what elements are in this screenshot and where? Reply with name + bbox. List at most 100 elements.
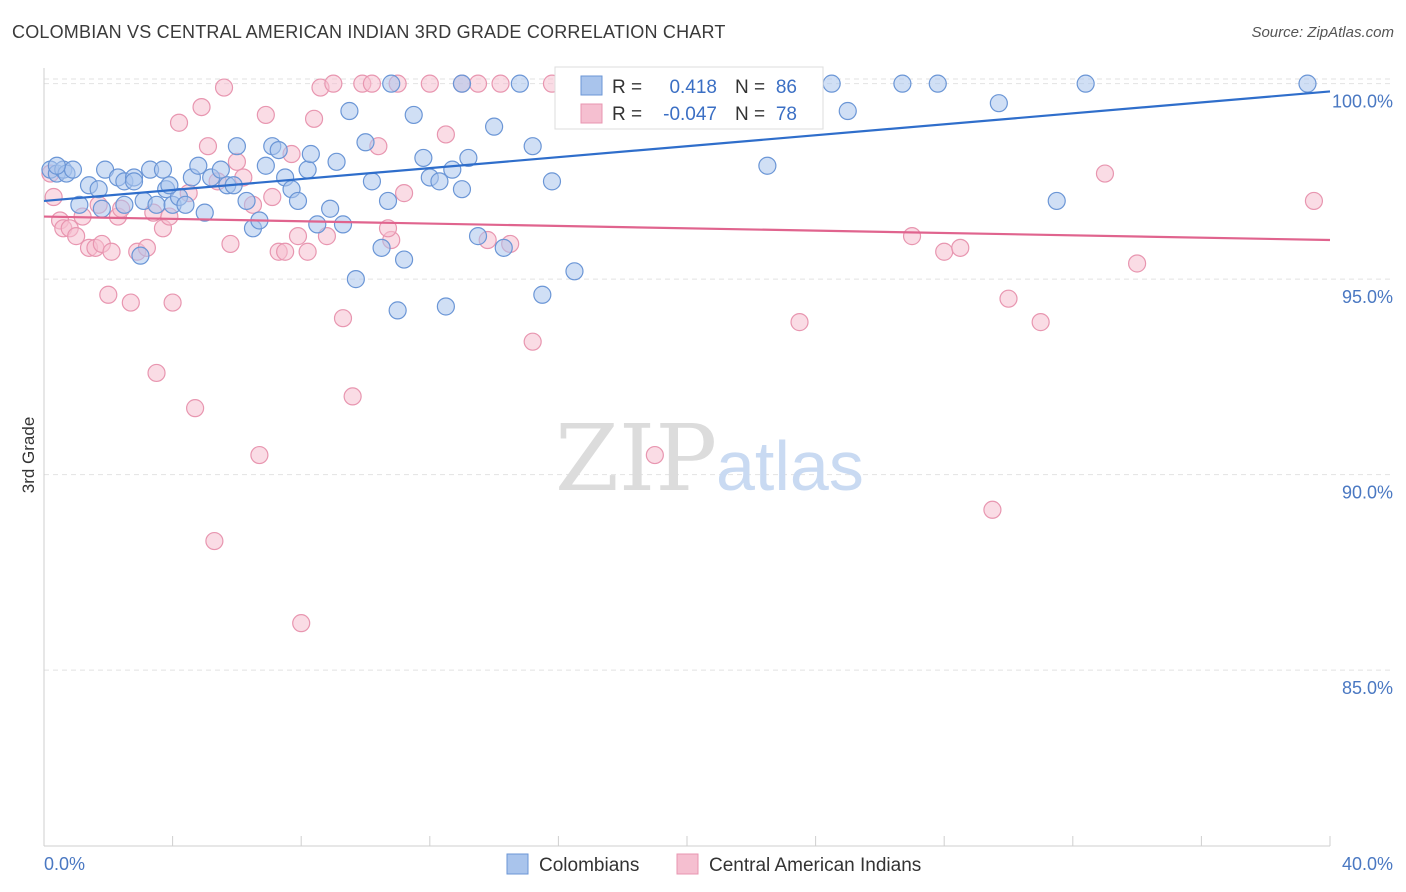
point-colombians-49 bbox=[362, 172, 382, 191]
y-axis-label: 3rd Grade bbox=[19, 417, 38, 494]
correlation-legend: R = 0.418 N = 86 R = -0.047 N = 78 bbox=[554, 66, 824, 130]
point-colombians-63 bbox=[485, 117, 504, 136]
point-central-american-indians-64 bbox=[645, 445, 664, 465]
point-colombians-25 bbox=[195, 203, 214, 222]
point-colombians-4 bbox=[63, 160, 83, 179]
legend-n-value-1: 86 bbox=[776, 77, 797, 98]
point-colombians-45 bbox=[333, 215, 353, 234]
point-central-american-indians-69 bbox=[983, 500, 1002, 519]
axes bbox=[43, 68, 1331, 847]
trend-line-colombians bbox=[43, 90, 1331, 203]
point-central-american-indians-39 bbox=[288, 227, 308, 246]
point-central-american-indians-30 bbox=[227, 152, 246, 171]
point-colombians-52 bbox=[388, 301, 407, 320]
legend-swatch-pink bbox=[580, 103, 603, 124]
point-central-american-indians-28 bbox=[214, 78, 234, 97]
point-colombians-50 bbox=[372, 238, 391, 257]
watermark-zip: ZIP bbox=[555, 405, 717, 512]
y-tick-label-1: 90.0% bbox=[1342, 483, 1393, 503]
point-central-american-indians-25 bbox=[192, 97, 211, 117]
point-central-american-indians-76 bbox=[378, 219, 398, 238]
point-central-american-indians-75 bbox=[205, 531, 224, 551]
point-colombians-22 bbox=[176, 195, 195, 214]
series-legend-label-colombians: Colombians bbox=[539, 855, 639, 876]
point-central-american-indians-21 bbox=[163, 293, 182, 312]
trend-line-central-american-indians bbox=[43, 215, 1331, 242]
point-colombians-7 bbox=[89, 180, 108, 199]
point-central-american-indians-54 bbox=[420, 74, 439, 93]
point-central-american-indians-70 bbox=[999, 289, 1018, 308]
x-tick-label-min: 0.0% bbox=[44, 854, 85, 874]
y-tick-label-0: 85.0% bbox=[1342, 678, 1393, 698]
point-colombians-65 bbox=[510, 74, 529, 93]
source-label: Source: ZipAtlas.com bbox=[1251, 24, 1394, 41]
series-central-american-indians bbox=[41, 74, 1324, 633]
point-central-american-indians-41 bbox=[298, 242, 317, 261]
point-central-american-indians-44 bbox=[317, 227, 337, 246]
point-colombians-5 bbox=[70, 195, 89, 214]
point-colombians-74 bbox=[758, 156, 777, 175]
point-central-american-indians-59 bbox=[491, 74, 510, 93]
point-colombians-79 bbox=[989, 94, 1008, 113]
legend-r-label-1: R = bbox=[612, 77, 642, 98]
point-colombians-36 bbox=[269, 141, 288, 160]
point-colombians-60 bbox=[452, 180, 472, 199]
point-colombians-75 bbox=[822, 74, 841, 93]
point-colombians-77 bbox=[893, 74, 912, 93]
point-colombians-34 bbox=[256, 156, 275, 175]
point-central-american-indians-18 bbox=[147, 363, 166, 383]
trend-lines bbox=[43, 90, 1331, 242]
point-central-american-indians-40 bbox=[292, 614, 311, 633]
point-colombians-48 bbox=[356, 133, 375, 152]
point-central-american-indians-73 bbox=[1127, 254, 1147, 273]
point-colombians-66 bbox=[523, 137, 542, 156]
legend-n-label-2: N = bbox=[735, 104, 765, 125]
point-colombians-64 bbox=[494, 238, 513, 257]
legend-n-label-1: N = bbox=[735, 77, 765, 98]
point-central-american-indians-72 bbox=[1095, 164, 1115, 183]
point-central-american-indians-35 bbox=[263, 187, 282, 207]
point-central-american-indians-66 bbox=[902, 227, 922, 246]
point-central-american-indians-1 bbox=[44, 187, 63, 207]
point-central-american-indians-61 bbox=[523, 332, 542, 351]
point-central-american-indians-77 bbox=[102, 242, 121, 261]
legend-swatch-blue bbox=[580, 75, 603, 96]
point-colombians-53 bbox=[394, 250, 414, 269]
point-central-american-indians-45 bbox=[324, 74, 343, 93]
point-colombians-54 bbox=[404, 105, 423, 125]
point-colombians-59 bbox=[443, 160, 462, 179]
point-colombians-62 bbox=[468, 227, 488, 246]
point-central-american-indians-42 bbox=[304, 109, 324, 128]
series-legend: Colombians Central American Indians bbox=[506, 853, 921, 876]
legend-n-value-2: 78 bbox=[776, 104, 797, 125]
y-tick-labels: 85.0% 90.0% 95.0% 100.0% bbox=[1332, 92, 1393, 698]
point-colombians-80 bbox=[1047, 191, 1066, 211]
point-colombians-31 bbox=[237, 191, 256, 211]
series-legend-swatch-colombians bbox=[506, 853, 529, 875]
point-central-american-indians-47 bbox=[343, 387, 362, 406]
watermark-atlas: atlas bbox=[716, 427, 864, 505]
point-colombians-47 bbox=[346, 270, 365, 289]
point-central-american-indians-37 bbox=[276, 242, 295, 261]
point-central-american-indians-71 bbox=[1031, 313, 1050, 332]
point-central-american-indians-68 bbox=[951, 238, 970, 257]
point-colombians-83 bbox=[47, 156, 66, 175]
point-central-american-indians-22 bbox=[169, 113, 189, 132]
point-central-american-indians-67 bbox=[935, 242, 954, 261]
chart-title: COLOMBIAN VS CENTRAL AMERICAN INDIAN 3RD… bbox=[12, 22, 726, 42]
point-central-american-indians-26 bbox=[198, 137, 218, 156]
point-colombians-46 bbox=[340, 101, 359, 121]
point-colombians-76 bbox=[838, 101, 857, 121]
point-colombians-51 bbox=[378, 191, 398, 211]
series-legend-label-central-american-indians: Central American Indians bbox=[709, 855, 921, 876]
point-central-american-indians-14 bbox=[121, 293, 140, 312]
point-colombians-67 bbox=[533, 285, 552, 304]
grid-lines bbox=[44, 78, 1393, 671]
watermark: ZIP atlas bbox=[555, 405, 864, 512]
point-central-american-indians-49 bbox=[362, 74, 382, 93]
point-colombians-81 bbox=[1076, 74, 1095, 93]
point-central-american-indians-24 bbox=[186, 399, 205, 418]
y-tick-label-2: 95.0% bbox=[1342, 287, 1393, 307]
point-colombians-55 bbox=[414, 148, 433, 168]
